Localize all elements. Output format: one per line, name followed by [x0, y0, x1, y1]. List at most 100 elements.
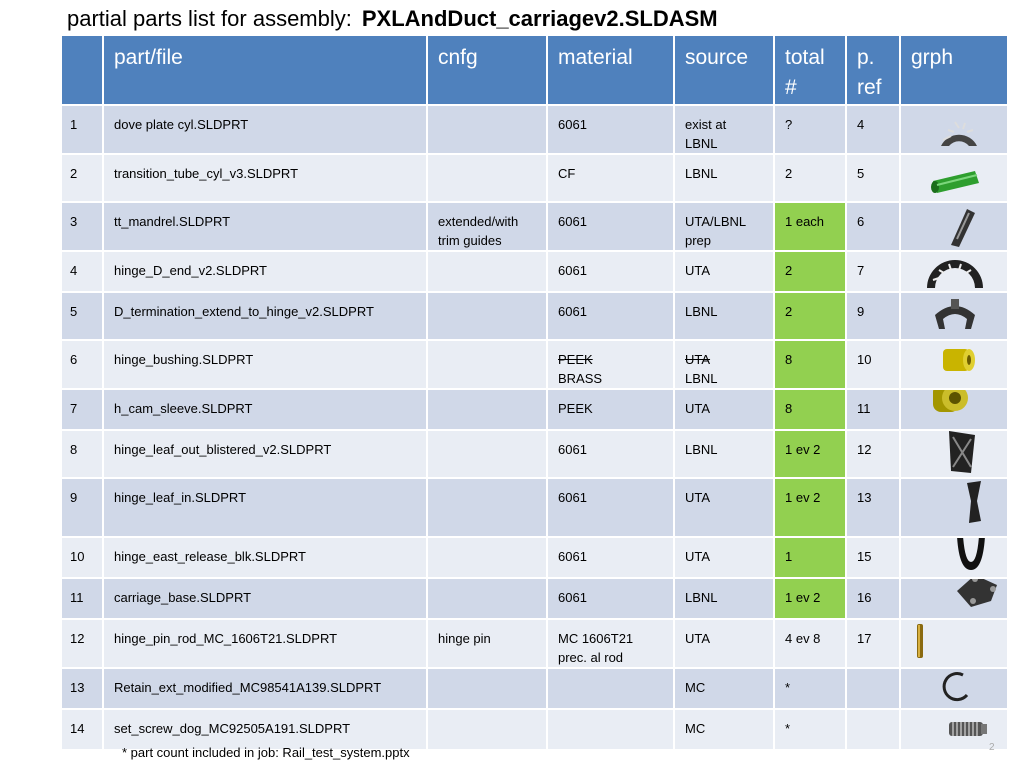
source-text: MC — [685, 680, 706, 695]
cell-num: 7 — [60, 388, 104, 431]
source-text: exist at — [685, 117, 727, 132]
material-text: 6061 — [558, 304, 587, 319]
cell-grph — [899, 153, 1009, 203]
header-part: part/file — [102, 34, 428, 106]
cell-part: set_screw_dog_MC92505A191.SLDPRT — [102, 708, 428, 751]
cell-source: UTA — [673, 388, 775, 431]
source-text: LBNL — [685, 371, 718, 386]
cnfg-text: extended/with — [438, 214, 519, 229]
total-count: 8 — [785, 352, 793, 367]
cell-pref — [845, 708, 901, 751]
hinge-leaf-in-icon — [967, 481, 981, 523]
cell-part: Retain_ext_modified_MC98541A139.SLDPRT — [102, 667, 428, 710]
header-material: material — [546, 34, 675, 106]
cell-material: PEEK BRASS — [546, 339, 675, 390]
total-count: 2 — [785, 166, 793, 181]
part-file-name: hinge_leaf_out_blistered_v2.SLDPRT — [114, 442, 332, 457]
cell-pref: 12 — [845, 429, 901, 479]
page-ref: 17 — [857, 631, 872, 646]
row-number: 11 — [70, 590, 84, 605]
header-total: total # — [773, 34, 847, 106]
cell-grph — [899, 667, 1009, 710]
total-count: ? — [785, 117, 793, 132]
cell-grph — [899, 201, 1009, 252]
cell-material: 6061 — [546, 201, 675, 252]
cell-part: hinge_D_end_v2.SLDPRT — [102, 250, 428, 293]
cell-num: 8 — [60, 429, 104, 479]
cell-num: 3 — [60, 201, 104, 252]
part-file-name: hinge_leaf_in.SLDPRT — [114, 490, 247, 505]
cell-num: 6 — [60, 339, 104, 390]
cell-source: LBNL — [673, 577, 775, 620]
cell-num: 4 — [60, 250, 104, 293]
part-file-name: transition_tube_cyl_v3.SLDPRT — [114, 166, 299, 181]
cell-grph — [899, 618, 1009, 669]
source-text-line2: prep — [685, 233, 712, 248]
table-row: 2 transition_tube_cyl_v3.SLDPRT CF LBNL 2 5 — [60, 153, 1009, 203]
source-struck: UTA — [685, 352, 711, 367]
cell-num: 13 — [60, 667, 104, 710]
total-count: 1 ev 2 — [785, 590, 821, 605]
cell-material: 6061 — [546, 536, 675, 579]
cnfg-text: hinge pin — [438, 631, 491, 646]
cell-source: UTA — [673, 477, 775, 538]
cell-num: 12 — [60, 618, 104, 669]
cell-grph — [899, 291, 1009, 341]
page-ref: 13 — [857, 490, 872, 505]
set-screw-icon — [949, 722, 987, 736]
source-text: UTA — [685, 549, 711, 564]
title-prefix: partial parts list for assembly: — [67, 6, 352, 31]
material-text: 6061 — [558, 549, 587, 564]
cell-grph — [899, 708, 1009, 751]
cell-material: PEEK — [546, 388, 675, 431]
cell-material: 6061 — [546, 577, 675, 620]
cell-pref: 5 — [845, 153, 901, 203]
cell-material: MC 1606T21 prec. al rod — [546, 618, 675, 669]
total-count: 2 — [785, 304, 793, 319]
cell-cnfg — [426, 339, 548, 390]
material-text-line2: prec. al rod — [558, 650, 624, 665]
cell-total: 1 each — [773, 201, 847, 252]
cell-grph — [899, 429, 1009, 479]
row-number: 5 — [70, 304, 78, 319]
cell-cnfg — [426, 388, 548, 431]
cell-num: 5 — [60, 291, 104, 341]
material-text: 6061 — [558, 490, 587, 505]
part-file-name: set_screw_dog_MC92505A191.SLDPRT — [114, 721, 351, 736]
cell-pref: 7 — [845, 250, 901, 293]
cell-material: 6061 — [546, 104, 675, 155]
part-file-name: tt_mandrel.SLDPRT — [114, 214, 231, 229]
source-text-line2: LBNL — [685, 136, 718, 151]
cell-grph — [899, 250, 1009, 293]
row-number: 2 — [70, 166, 78, 181]
cell-part: h_cam_sleeve.SLDPRT — [102, 388, 428, 431]
hinge-bushing-icon — [943, 349, 975, 371]
part-file-name: hinge_pin_rod_MC_1606T21.SLDPRT — [114, 631, 338, 646]
d-termination-icon — [935, 299, 975, 329]
hinge-d-end-icon — [927, 260, 983, 288]
row-number: 8 — [70, 442, 78, 457]
header-total-line2: # — [785, 76, 797, 99]
cell-total: 1 ev 2 — [773, 577, 847, 620]
cell-pref: 11 — [845, 388, 901, 431]
cell-total: * — [773, 667, 847, 710]
table-row: 7 h_cam_sleeve.SLDPRT PEEK UTA 8 11 — [60, 388, 1009, 431]
total-count: 8 — [785, 401, 793, 416]
source-text: MC — [685, 721, 706, 736]
total-count: 2 — [785, 263, 793, 278]
source-text: LBNL — [685, 166, 718, 181]
material-text: 6061 — [558, 263, 587, 278]
cell-total: 8 — [773, 388, 847, 431]
row-number: 6 — [70, 352, 78, 367]
cell-num: 9 — [60, 477, 104, 538]
cell-material: CF — [546, 153, 675, 203]
header-num — [60, 34, 104, 106]
page-ref: 7 — [857, 263, 865, 278]
row-number: 13 — [70, 680, 85, 695]
source-text: LBNL — [685, 442, 718, 457]
cell-num: 10 — [60, 536, 104, 579]
cell-cnfg — [426, 536, 548, 579]
cell-material: 6061 — [546, 250, 675, 293]
source-text: UTA — [685, 263, 711, 278]
cell-total: 8 — [773, 339, 847, 390]
